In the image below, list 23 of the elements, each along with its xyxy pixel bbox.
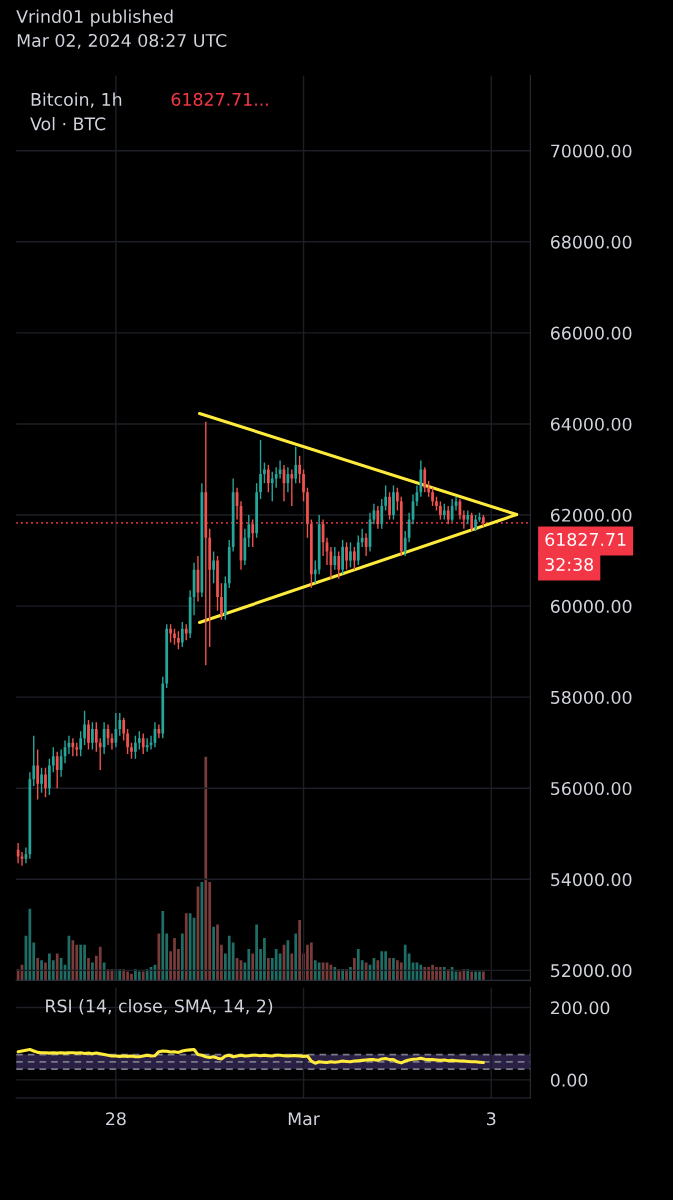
chart-subtitle: Mar 02, 2024 08:27 UTC	[17, 33, 227, 49]
y-tick-label: 56000.00	[551, 781, 632, 796]
y-tick-label: 62000.00	[550, 508, 632, 522]
x-tick-label: 3	[487, 1112, 496, 1126]
x-tick-label: Mar	[288, 1112, 320, 1126]
annotation: Vol · BTC	[30, 116, 106, 131]
chart-title: Vrind01 published	[16, 9, 173, 27]
y-tick-label: 58000.00	[551, 690, 632, 705]
text: RSI (14, close, SMA, 14, 2)	[46, 999, 273, 1015]
annotation: Bitcoin, 1h	[31, 92, 122, 108]
y-tick-label: 52000.00	[551, 964, 632, 978]
y-tick-label: 200.00	[551, 1001, 610, 1015]
y-tick-label: 64000.00	[550, 417, 632, 431]
y-tick-label: 0.00	[550, 1073, 588, 1087]
y-tick-label: 68000.00	[550, 235, 632, 249]
ref-line-label: 61827.71	[545, 532, 626, 547]
annotation: 61827.71...	[171, 92, 268, 106]
y-tick-label: 54000.00	[551, 873, 632, 887]
y-tick-label: 66000.00	[550, 326, 632, 340]
y-tick-label: 60000.00	[550, 599, 632, 613]
x-tick-label: 28	[106, 1112, 126, 1126]
y-tick-label: 70000.00	[551, 144, 632, 158]
text: 32:38	[545, 557, 594, 572]
